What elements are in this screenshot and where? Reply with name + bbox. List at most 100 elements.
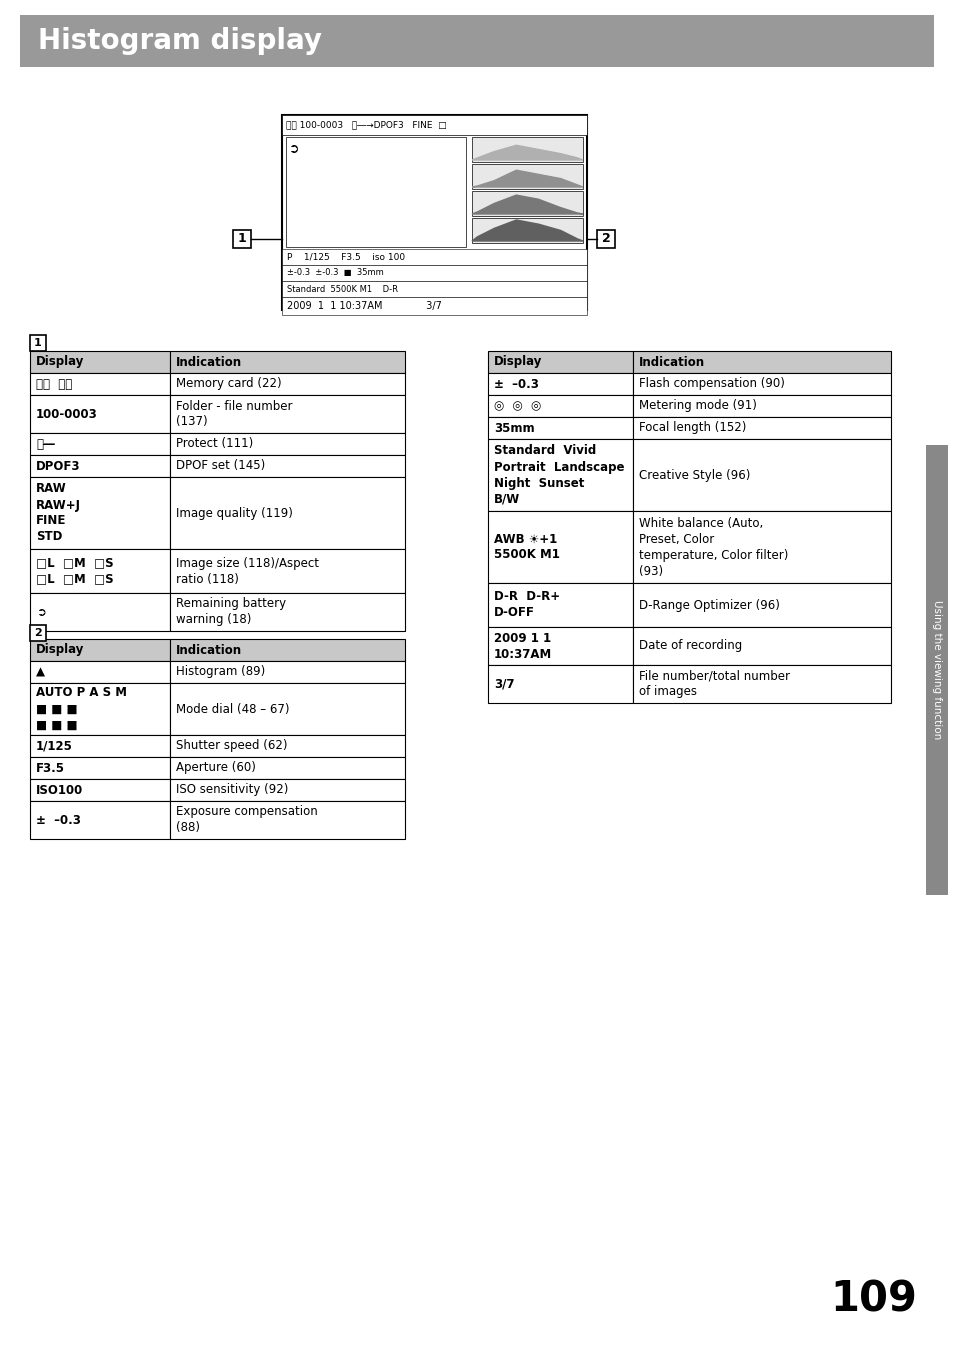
Text: ±-0.3  ±-0.3  ■  35mm: ±-0.3 ±-0.3 ■ 35mm xyxy=(287,269,383,277)
Text: Creative Style (96): Creative Style (96) xyxy=(639,468,750,482)
Bar xyxy=(633,373,890,395)
Text: 35mm: 35mm xyxy=(494,421,534,434)
Bar xyxy=(170,734,405,757)
Text: Protect (111): Protect (111) xyxy=(175,437,253,451)
Bar xyxy=(30,373,170,395)
Text: Display: Display xyxy=(494,355,542,369)
Bar xyxy=(633,351,890,373)
Text: ISO sensitivity (92): ISO sensitivity (92) xyxy=(175,784,288,796)
Text: 2: 2 xyxy=(34,628,42,638)
Text: 1/125: 1/125 xyxy=(36,740,72,752)
Bar xyxy=(282,116,586,309)
Bar xyxy=(488,511,633,582)
Bar xyxy=(282,116,586,134)
Bar xyxy=(633,395,890,417)
Text: ±  –0.3: ± –0.3 xyxy=(494,378,538,390)
Text: Display: Display xyxy=(36,643,84,656)
Text: D-R  D-R+
D-OFF: D-R D-R+ D-OFF xyxy=(494,590,559,620)
Bar xyxy=(20,15,933,67)
Text: ±  –0.3: ± –0.3 xyxy=(36,814,81,826)
Text: Using the viewing function: Using the viewing function xyxy=(931,600,941,740)
Text: Memory card (22): Memory card (22) xyxy=(175,378,281,390)
Bar xyxy=(30,335,46,351)
Bar xyxy=(170,683,405,734)
Text: ▲: ▲ xyxy=(36,666,45,678)
Bar xyxy=(633,582,890,627)
Text: Image quality (119): Image quality (119) xyxy=(175,507,293,519)
Text: 3/7: 3/7 xyxy=(494,678,514,690)
Text: Indication: Indication xyxy=(639,355,704,369)
Bar xyxy=(472,191,582,217)
Text: 1: 1 xyxy=(34,338,42,348)
Bar xyxy=(488,351,633,373)
Bar xyxy=(170,351,405,373)
Text: 100-0003: 100-0003 xyxy=(36,408,97,421)
Bar xyxy=(30,433,170,455)
Text: Standard  Vivid
Portrait  Landscape
Night  Sunset
B/W: Standard Vivid Portrait Landscape Night … xyxy=(494,444,624,506)
Text: ⓂⓈ  ⓂⓃ: ⓂⓈ ⓂⓃ xyxy=(36,378,72,390)
Bar xyxy=(30,625,46,642)
Text: Standard  5500K M1    D-R: Standard 5500K M1 D-R xyxy=(287,285,397,293)
Text: 109: 109 xyxy=(830,1279,917,1321)
Bar xyxy=(170,477,405,549)
Bar xyxy=(170,660,405,683)
Text: Metering mode (91): Metering mode (91) xyxy=(639,399,756,413)
Bar xyxy=(170,395,405,433)
Text: AWB ☀+1
5500K M1: AWB ☀+1 5500K M1 xyxy=(494,533,559,561)
Bar xyxy=(30,802,170,839)
Polygon shape xyxy=(472,171,582,187)
Bar xyxy=(488,582,633,627)
Bar xyxy=(488,373,633,395)
Polygon shape xyxy=(472,221,582,241)
Text: Date of recording: Date of recording xyxy=(639,639,741,652)
Text: 2009  1  1 10:37AM              3/7: 2009 1 1 10:37AM 3/7 xyxy=(287,301,441,311)
Text: ⓂⓈ 100-0003   ⭘―→DPOF3   FINE  □: ⓂⓈ 100-0003 ⭘―→DPOF3 FINE □ xyxy=(286,121,446,129)
Bar xyxy=(633,417,890,438)
Bar xyxy=(472,164,582,190)
Text: DPOF3: DPOF3 xyxy=(36,460,80,472)
Text: Indication: Indication xyxy=(175,643,242,656)
Bar xyxy=(233,230,251,247)
Text: ◎  ◎  ◎: ◎ ◎ ◎ xyxy=(494,399,540,413)
Text: Indication: Indication xyxy=(175,355,242,369)
Text: RAW
RAW+J
FINE
STD: RAW RAW+J FINE STD xyxy=(36,483,81,543)
Bar xyxy=(597,230,615,247)
Text: Focal length (152): Focal length (152) xyxy=(639,421,745,434)
Text: 2: 2 xyxy=(601,233,610,246)
Text: AUTO P A S M
■ ■ ■
■ ■ ■: AUTO P A S M ■ ■ ■ ■ ■ ■ xyxy=(36,686,127,732)
Text: ISO100: ISO100 xyxy=(36,784,83,796)
Bar xyxy=(633,627,890,664)
Bar xyxy=(30,477,170,549)
Text: Shutter speed (62): Shutter speed (62) xyxy=(175,740,287,752)
Bar xyxy=(30,734,170,757)
Text: Histogram display: Histogram display xyxy=(38,27,322,55)
Polygon shape xyxy=(472,195,582,214)
Bar xyxy=(282,297,586,315)
Bar xyxy=(30,683,170,734)
Polygon shape xyxy=(472,145,582,160)
Bar xyxy=(30,395,170,433)
Bar xyxy=(30,455,170,477)
Text: Histogram (89): Histogram (89) xyxy=(175,666,265,678)
Bar xyxy=(30,779,170,802)
Text: ➲: ➲ xyxy=(36,605,46,619)
Bar xyxy=(30,593,170,631)
Bar xyxy=(170,593,405,631)
Text: 2009 1 1
10:37AM: 2009 1 1 10:37AM xyxy=(494,632,552,660)
Bar xyxy=(30,639,170,660)
Text: Exposure compensation
(88): Exposure compensation (88) xyxy=(175,806,317,834)
Bar xyxy=(170,757,405,779)
Bar xyxy=(170,433,405,455)
Bar xyxy=(633,511,890,582)
Bar xyxy=(170,549,405,593)
Bar xyxy=(282,249,586,265)
Text: ➲: ➲ xyxy=(288,143,298,156)
Bar xyxy=(282,281,586,297)
Bar xyxy=(170,639,405,660)
Text: Folder - file number
(137): Folder - file number (137) xyxy=(175,399,293,429)
Bar xyxy=(30,351,170,373)
Text: 1: 1 xyxy=(237,233,246,246)
Bar xyxy=(472,137,582,161)
Bar xyxy=(488,417,633,438)
Text: D-Range Optimizer (96): D-Range Optimizer (96) xyxy=(639,599,779,612)
